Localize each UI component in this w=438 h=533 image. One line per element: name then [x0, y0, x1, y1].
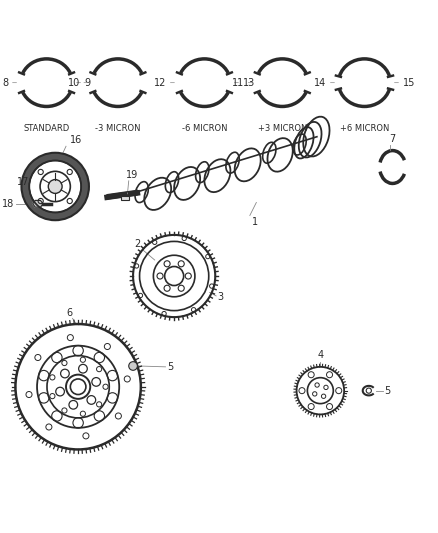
Text: +3 MICRON: +3 MICRON: [258, 124, 307, 133]
Circle shape: [29, 160, 81, 213]
Text: STANDARD: STANDARD: [23, 124, 70, 133]
Text: 2: 2: [134, 239, 141, 249]
Text: 8: 8: [2, 78, 8, 87]
Text: 12: 12: [154, 78, 166, 87]
Text: 15: 15: [403, 78, 415, 87]
Circle shape: [129, 362, 138, 370]
Bar: [121, 196, 129, 200]
Text: 17: 17: [17, 177, 29, 187]
Text: 19: 19: [126, 170, 138, 180]
Text: 13: 13: [243, 78, 255, 87]
Text: 11: 11: [232, 78, 244, 87]
Text: 18: 18: [2, 199, 14, 209]
Polygon shape: [33, 200, 43, 207]
Text: 5: 5: [384, 386, 390, 395]
Text: 4: 4: [317, 350, 323, 360]
Text: 16: 16: [70, 135, 82, 146]
Text: -6 MICRON: -6 MICRON: [182, 124, 227, 133]
Circle shape: [21, 153, 89, 220]
Text: 9: 9: [85, 78, 91, 87]
Text: -3 MICRON: -3 MICRON: [95, 124, 141, 133]
Text: 6: 6: [67, 308, 73, 318]
Text: +6 MICRON: +6 MICRON: [340, 124, 389, 133]
Text: 10: 10: [67, 78, 80, 87]
Text: 3: 3: [217, 292, 223, 302]
Circle shape: [48, 180, 62, 193]
Text: 5: 5: [168, 362, 174, 372]
Text: 14: 14: [314, 78, 326, 87]
Text: 7: 7: [389, 134, 396, 144]
Text: 1: 1: [252, 217, 258, 227]
